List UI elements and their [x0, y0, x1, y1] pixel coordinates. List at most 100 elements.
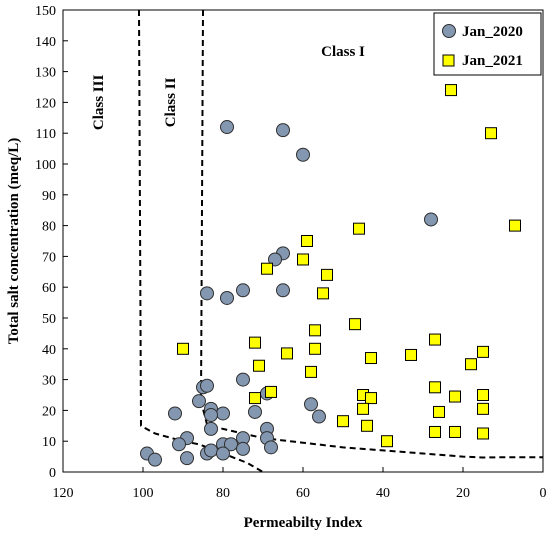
- y-tick-label: 70: [42, 250, 56, 265]
- x-tick-label: 20: [456, 486, 470, 501]
- data-point-jan-2021: [353, 222, 365, 235]
- data-point-jan-2021: [337, 415, 349, 428]
- y-tick-label: 90: [42, 189, 56, 204]
- data-point-jan-2021: [365, 392, 377, 405]
- legend-label-jan-2021: Jan_2021: [462, 53, 523, 69]
- y-tick-label: 10: [42, 435, 56, 450]
- data-point-jan-2021: [429, 425, 441, 438]
- y-tick-label: 50: [42, 312, 56, 327]
- data-points: [140, 84, 521, 467]
- data-point-jan-2021: [357, 402, 369, 415]
- x-tick-label: 80: [216, 486, 230, 501]
- data-point-jan-2020: [204, 408, 218, 423]
- legend-marker-jan-2021: [442, 54, 455, 67]
- data-point-jan-2020: [296, 147, 310, 162]
- data-point-jan-2021: [177, 342, 189, 355]
- data-point-jan-2020: [168, 406, 182, 421]
- data-point-jan-2020: [264, 440, 278, 455]
- data-point-jan-2021: [253, 359, 265, 372]
- data-point-jan-2021: [265, 385, 277, 398]
- data-point-jan-2021: [381, 435, 393, 448]
- x-tick-label: 100: [133, 486, 154, 501]
- x-tick-label: 40: [376, 486, 390, 501]
- region-label: Class I: [321, 44, 365, 60]
- data-point-jan-2020: [220, 120, 234, 135]
- data-point-jan-2021: [449, 390, 461, 403]
- data-point-jan-2020: [220, 290, 234, 305]
- data-point-jan-2021: [301, 235, 313, 247]
- data-point-jan-2021: [365, 352, 377, 365]
- legend: Jan_2020 Jan_2021: [433, 12, 542, 76]
- data-point-jan-2020: [148, 452, 162, 467]
- data-point-jan-2021: [449, 425, 461, 438]
- class-iii-boundary: [138, 9, 264, 473]
- data-point-jan-2021: [297, 253, 309, 266]
- y-tick-label: 100: [35, 158, 56, 173]
- data-point-jan-2021: [309, 324, 321, 337]
- y-axis-title: Total salt concentration (meq/L): [6, 138, 22, 345]
- y-tick-label: 20: [42, 404, 56, 419]
- x-axis-ticks: 120 100 80 60 40 20 0: [53, 467, 547, 501]
- data-point-jan-2020: [200, 286, 214, 301]
- data-point-jan-2021: [249, 336, 261, 349]
- class-region-labels: Class III Class II Class I: [91, 44, 365, 130]
- x-tick-label: 120: [53, 486, 74, 501]
- y-tick-label: 120: [35, 96, 56, 111]
- data-point-jan-2020: [312, 409, 326, 424]
- data-point-jan-2021: [445, 84, 457, 97]
- y-tick-label: 130: [35, 66, 56, 81]
- data-point-jan-2021: [485, 127, 497, 140]
- y-tick-label: 80: [42, 220, 56, 235]
- data-point-jan-2021: [405, 348, 417, 361]
- data-point-jan-2020: [200, 378, 214, 393]
- data-point-jan-2021: [309, 342, 321, 355]
- data-point-jan-2020: [204, 443, 218, 458]
- x-axis-title: Permeabilty Index: [244, 515, 363, 531]
- data-point-jan-2020: [180, 451, 194, 466]
- y-axis-ticks: 0 10 20 30 40 50 60 70 80 90 100 110 120 130 140 150: [35, 4, 68, 481]
- data-point-jan-2021: [477, 427, 489, 440]
- data-point-jan-2020: [216, 406, 230, 421]
- data-point-jan-2020: [424, 212, 438, 227]
- data-point-jan-2021: [305, 365, 317, 378]
- data-point-jan-2021: [429, 381, 441, 394]
- y-tick-label: 140: [35, 35, 56, 50]
- data-point-jan-2020: [276, 283, 290, 298]
- legend-label-jan-2020: Jan_2020: [462, 24, 523, 40]
- x-tick-label: 0: [540, 486, 547, 501]
- data-point-jan-2021: [361, 419, 373, 432]
- data-point-jan-2021: [261, 262, 273, 275]
- y-tick-label: 110: [36, 127, 56, 142]
- data-point-jan-2020: [236, 283, 250, 298]
- class-ii-boundary: [199, 9, 543, 459]
- legend-marker-jan-2020: [442, 24, 456, 38]
- y-tick-label: 60: [42, 281, 56, 296]
- data-point-jan-2020: [216, 446, 230, 461]
- region-label: Class II: [163, 77, 179, 127]
- data-point-jan-2021: [249, 392, 261, 405]
- y-tick-label: 30: [42, 374, 56, 389]
- data-point-jan-2020: [304, 397, 318, 412]
- data-point-jan-2021: [477, 389, 489, 401]
- y-tick-label: 40: [42, 343, 56, 358]
- data-point-jan-2021: [321, 268, 333, 281]
- y-tick-label: 0: [49, 466, 56, 481]
- data-point-jan-2021: [349, 318, 361, 331]
- data-point-jan-2021: [317, 287, 329, 300]
- data-point-jan-2020: [248, 404, 262, 419]
- data-point-jan-2020: [236, 441, 250, 456]
- data-point-jan-2021: [477, 402, 489, 415]
- data-point-jan-2020: [236, 372, 250, 387]
- data-point-jan-2020: [192, 394, 206, 409]
- class-boundaries: [138, 9, 543, 473]
- region-label: Class III: [91, 75, 107, 131]
- y-tick-label: 150: [35, 4, 56, 19]
- data-point-jan-2020: [204, 421, 218, 436]
- data-point-jan-2020: [276, 123, 290, 138]
- data-point-jan-2021: [433, 405, 445, 418]
- data-point-jan-2020: [172, 437, 186, 452]
- x-tick-label: 60: [296, 486, 310, 501]
- data-point-jan-2021: [281, 347, 293, 360]
